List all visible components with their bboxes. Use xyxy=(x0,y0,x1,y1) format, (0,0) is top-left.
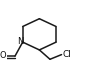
Text: O: O xyxy=(0,51,6,60)
Text: Cl: Cl xyxy=(62,50,71,59)
Text: N: N xyxy=(17,37,23,46)
